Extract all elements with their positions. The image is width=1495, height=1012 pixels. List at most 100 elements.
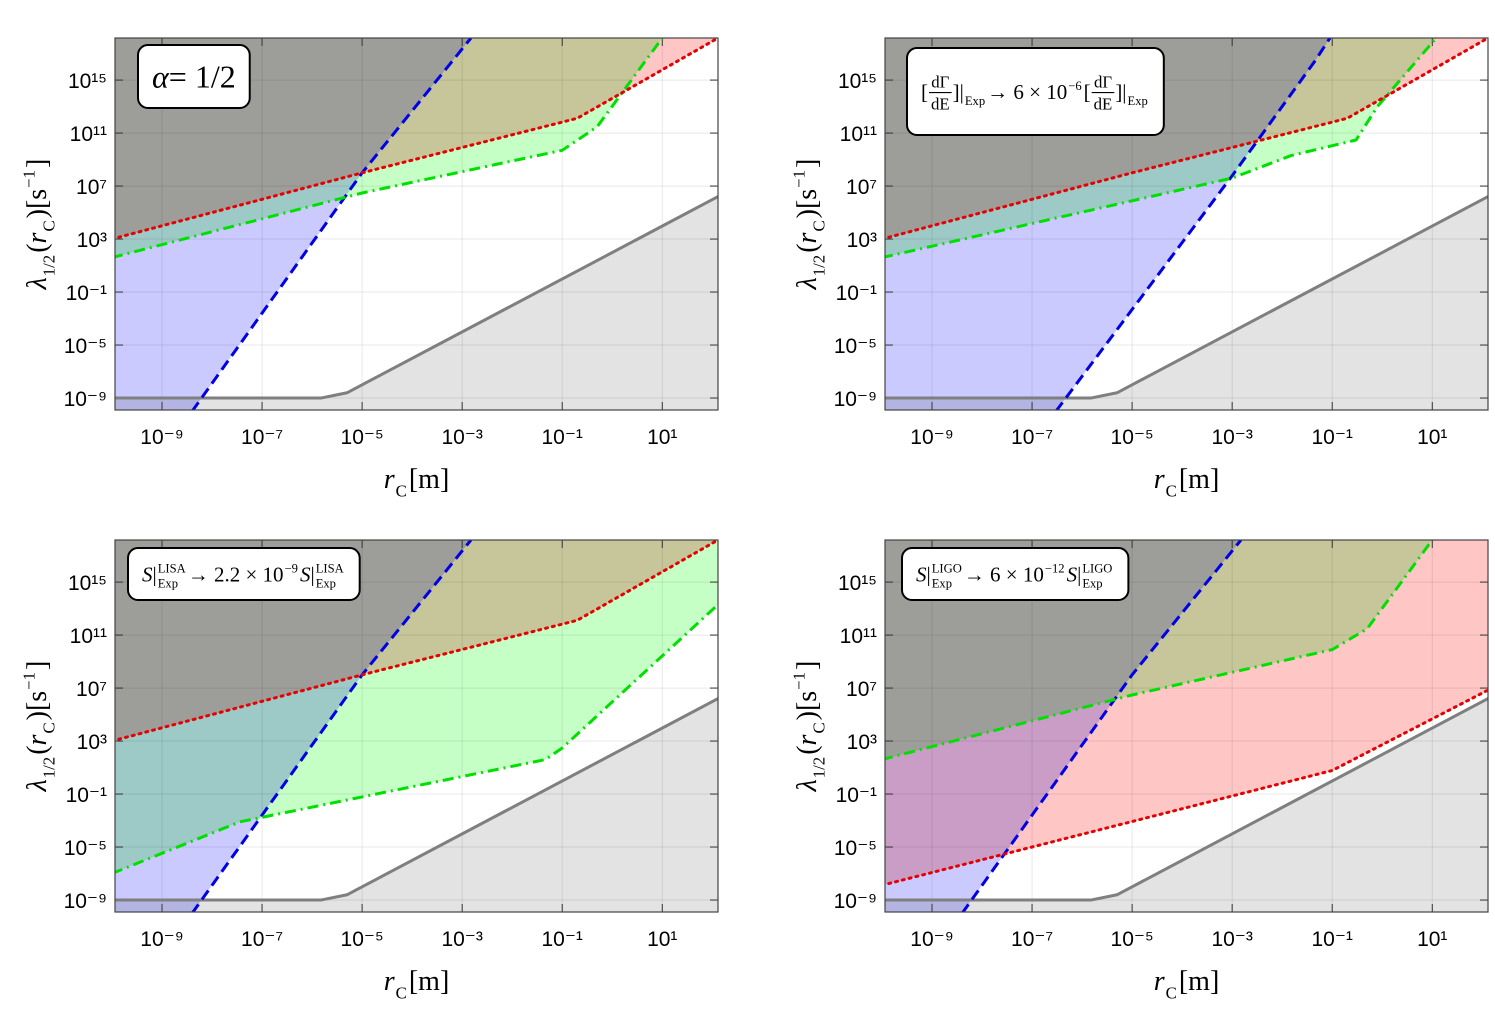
curve [885, 38, 1488, 240]
annotation: α = 1/2 [152, 59, 236, 95]
x-tick-label: 10⁻¹ [541, 426, 582, 449]
curve [115, 697, 718, 902]
y-tick-label: 10³ [77, 229, 107, 252]
label-text: S [300, 562, 311, 586]
label-text: ] [792, 159, 823, 168]
y-tick-label: 10⁻¹ [836, 784, 877, 807]
label-text: [m] [1179, 966, 1219, 997]
superscript: −1 [19, 672, 38, 690]
x-tick-label: 10⁻⁹ [140, 928, 183, 951]
y-tick-label: 10⁷ [76, 678, 107, 701]
y-tick-label: 10⁻⁵ [64, 335, 107, 358]
x-axis-label: r C [m] [1154, 966, 1220, 1002]
annotation-box [127, 547, 361, 601]
subscript: C [39, 220, 58, 231]
curve [115, 38, 664, 259]
x-tick-label: 10⁻⁵ [1111, 928, 1154, 951]
x-tick-label: 10⁻⁵ [1111, 426, 1154, 449]
label-text: S [1067, 562, 1078, 586]
label-text: | [310, 562, 314, 586]
subscript: 1/2 [39, 255, 58, 276]
plot-frame [884, 37, 1489, 411]
x-axis-label: r C [m] [384, 464, 450, 500]
y-tick-label: 10¹¹ [70, 123, 107, 146]
curve [961, 540, 1243, 912]
label-text: λ [22, 779, 53, 792]
label-text: → 2.2 × 10 [188, 562, 284, 586]
y-tick-label: 10¹⁵ [838, 572, 877, 595]
x-tick-label: 10⁻³ [441, 426, 482, 449]
label-text: )[s [792, 691, 823, 721]
curve [885, 195, 1488, 400]
label-text: )[s [22, 189, 53, 219]
label-text: r [1154, 966, 1165, 997]
x-tick-label: 10¹ [1417, 426, 1447, 449]
label-text: → 6 × 10 [987, 80, 1067, 104]
superscript: LISA [158, 562, 186, 576]
panel: 10⁻⁹ 10⁻⁷ 10⁻⁵ 10⁻³ 10⁻¹ 10¹ 10⁻⁹ 10⁻⁵ 10⁻¹ 10³ 10… [19, 37, 719, 500]
label-text: S [916, 562, 927, 586]
label-text: r [22, 734, 53, 745]
annotation-box [901, 547, 1130, 601]
curve [115, 540, 718, 742]
label-text: )[s [792, 189, 823, 219]
label-text: r [384, 464, 395, 495]
x-tick-label: 10⁻³ [441, 928, 482, 951]
y-tick-label: 10¹¹ [70, 625, 107, 648]
curves [885, 540, 1488, 912]
x-tick-label: 10⁻⁹ [910, 426, 953, 449]
shaded-regions [885, 540, 1488, 912]
panel: 10⁻⁹ 10⁻⁷ 10⁻⁵ 10⁻³ 10⁻¹ 10¹ 10⁻⁹ 10⁻⁵ 10⁻¹ 10³ 10… [789, 539, 1489, 1002]
subscript: C [809, 722, 828, 733]
superscript: −1 [789, 170, 808, 188]
shaded-region [885, 196, 1488, 410]
superscript: −6 [1068, 79, 1081, 93]
label-text: = 1/2 [169, 59, 236, 95]
label-text: λ [22, 277, 53, 290]
subscript: 1/2 [39, 757, 58, 778]
x-tick-label: 10⁻¹ [1311, 928, 1352, 951]
x-tick-label: 10⁻⁹ [910, 928, 953, 951]
x-tick-label: 10⁻¹ [1311, 426, 1352, 449]
shaded-region [115, 38, 718, 239]
shaded-region [115, 196, 718, 410]
y-axis-label: λ1/2 (rC)[s−1] [19, 661, 58, 793]
x-tick-label: 10¹ [647, 426, 677, 449]
shaded-region [885, 698, 1488, 912]
subscript: 1/2 [809, 757, 828, 778]
curve [885, 540, 1434, 761]
curve [885, 38, 1438, 259]
y-tick-label: 10⁷ [846, 176, 877, 199]
x-tick-label: 10⁻³ [1211, 928, 1252, 951]
x-tick-label: 10¹ [647, 928, 677, 951]
label-text: ] [22, 159, 53, 168]
curves [115, 38, 718, 410]
y-tick-label: 10¹¹ [840, 123, 877, 146]
x-tick-label: 10⁻⁵ [341, 426, 384, 449]
y-tick-label: 10¹⁵ [68, 572, 107, 595]
label-text: ( [792, 243, 823, 252]
annotation-box [906, 47, 1165, 136]
subscript: Exp [316, 577, 336, 591]
fraction-numerator: dΓ [931, 72, 949, 91]
curve [115, 38, 718, 240]
x-tick-label: 10¹ [1417, 928, 1447, 951]
panel: 10⁻⁹ 10⁻⁷ 10⁻⁵ 10⁻³ 10⁻¹ 10¹ 10⁻⁹ 10⁻⁵ 10⁻¹ 10³ 10… [789, 37, 1489, 500]
label-text: [m] [1179, 464, 1219, 495]
label-text: r [792, 734, 823, 745]
subscript: C [1166, 983, 1177, 1002]
x-tick-label: 10⁻⁷ [1011, 426, 1053, 449]
y-tick-label: 10⁻⁹ [834, 890, 877, 913]
fraction-denominator: dE [1094, 94, 1113, 113]
subscript: C [809, 220, 828, 231]
curve [885, 697, 1488, 902]
label-text: )[s [22, 691, 53, 721]
plot-frame [114, 37, 719, 411]
subscript: Exp [932, 577, 952, 591]
x-tick-label: 10⁻³ [1211, 426, 1252, 449]
y-tick-label: 10⁻¹ [66, 282, 107, 305]
label-text: | [927, 562, 931, 586]
